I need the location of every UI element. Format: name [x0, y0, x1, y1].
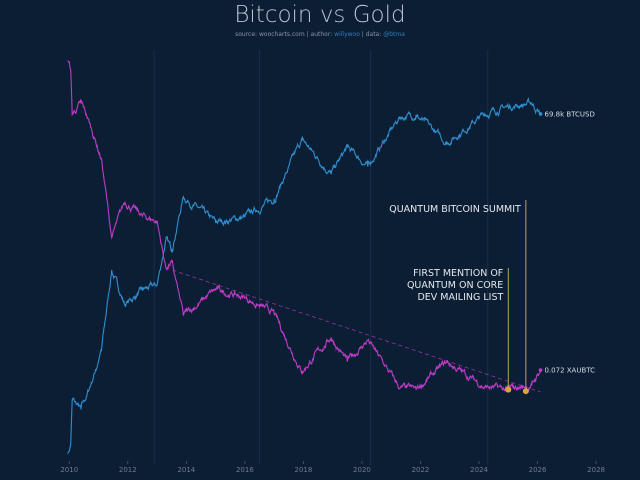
- x-tick-label: 2016: [236, 466, 254, 474]
- x-tick-label: 2020: [353, 466, 371, 474]
- x-tick-label: 2024: [470, 466, 488, 474]
- chart-subtitle: source: woocharts.com | author: willywoo…: [235, 31, 405, 38]
- series-end-point: [538, 368, 543, 372]
- annotation-marker: [505, 386, 512, 393]
- annotation-label: DEV MAILING LIST: [417, 292, 503, 303]
- chart-title: Bitcoin vs Gold: [234, 2, 406, 28]
- annotation-label: FIRST MENTION OF: [413, 268, 503, 279]
- x-tick-label: 2022: [412, 466, 430, 474]
- series-line-xaubtc: [67, 60, 542, 393]
- data-label: data:: [365, 31, 382, 38]
- series-end-label: 69.8k BTCUSD: [544, 110, 594, 118]
- series-end-label: 0.072 XAUBTC: [544, 367, 595, 375]
- x-tick-label: 2018: [295, 466, 313, 474]
- x-tick-label: 2026: [529, 466, 547, 474]
- annotation-label: QUANTUM ON CORE: [407, 280, 503, 291]
- x-tick-label: 2012: [119, 466, 137, 474]
- source-link[interactable]: woocharts.com: [258, 31, 305, 38]
- author-label: author:: [310, 31, 333, 38]
- trendline: [165, 267, 541, 393]
- x-tick-label: 2014: [177, 466, 195, 474]
- annotation-marker: [522, 388, 529, 395]
- source-label: source:: [235, 31, 258, 38]
- data-link[interactable]: @btma: [383, 31, 405, 38]
- series-line-btcusd: [67, 97, 541, 454]
- x-tick-label: 2028: [587, 466, 605, 474]
- author-link[interactable]: willywoo: [334, 31, 360, 38]
- series-end-point: [538, 112, 543, 116]
- annotation-label: QUANTUM BITCOIN SUMMIT: [389, 204, 521, 215]
- x-tick-label: 2010: [60, 466, 78, 474]
